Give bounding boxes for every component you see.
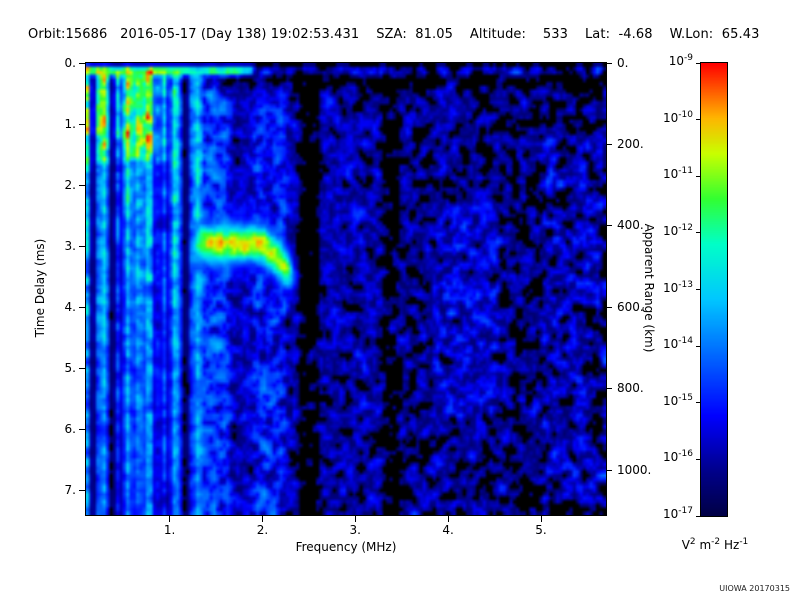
x-axis-title: Frequency (MHz) [295,540,397,554]
y2-tick-label: 0. [617,55,629,70]
y2-tick-label: 800. [617,381,644,396]
y-tick-label: 1. [64,116,76,131]
header-status-line: Orbit:15686 2016-05-17 (Day 138) 19:02:5… [28,27,760,42]
colorbar-tick-label: 10-9 [668,53,693,68]
colorbar-tick-label: 10-10 [663,109,693,125]
x-tick-label: 2. [256,523,269,537]
x-tick-mark [169,516,171,522]
x-tick-mark [447,516,449,522]
y-tick-label: 6. [64,421,76,436]
y-axis-title: Time Delay (ms) [33,238,47,338]
y-tick-label: 4. [64,299,76,314]
x-tick-mark [261,516,263,522]
colorbar-tick-label: 10-17 [663,506,693,521]
x-tick-mark [354,516,356,522]
colorbar-units-label: V2 m-2 Hz-1 [681,537,749,553]
x-tick-label: 1. [163,523,176,537]
y2-tick-label: 1000. [617,462,652,477]
colorbar-tick-label: 10-16 [663,449,693,465]
colorbar-frame [700,62,728,517]
colorbar-tick-label: 10-15 [663,392,693,408]
y2-axis-title: Apparent Range (km) [642,223,656,353]
colorbar-canvas [701,63,727,516]
y-tick-label: 3. [64,238,76,253]
y2-tick-label: 200. [617,136,644,151]
y-tick-label: 5. [64,360,76,375]
x-tick-label: 3. [349,523,361,537]
spectrogram-canvas [86,63,606,515]
y-tick-label: 2. [64,177,76,192]
x-tick-mark [540,516,542,522]
colorbar-tick-label: 10-11 [663,166,693,182]
x-tick-label: 5. [535,523,547,537]
y-tick-label: 7. [64,483,76,498]
credit-label: UIOWA 20170315 [719,584,790,593]
x-tick-label: 4. [442,523,454,537]
y-tick-label: 0. [64,55,76,70]
spectrogram-frame [85,62,607,516]
